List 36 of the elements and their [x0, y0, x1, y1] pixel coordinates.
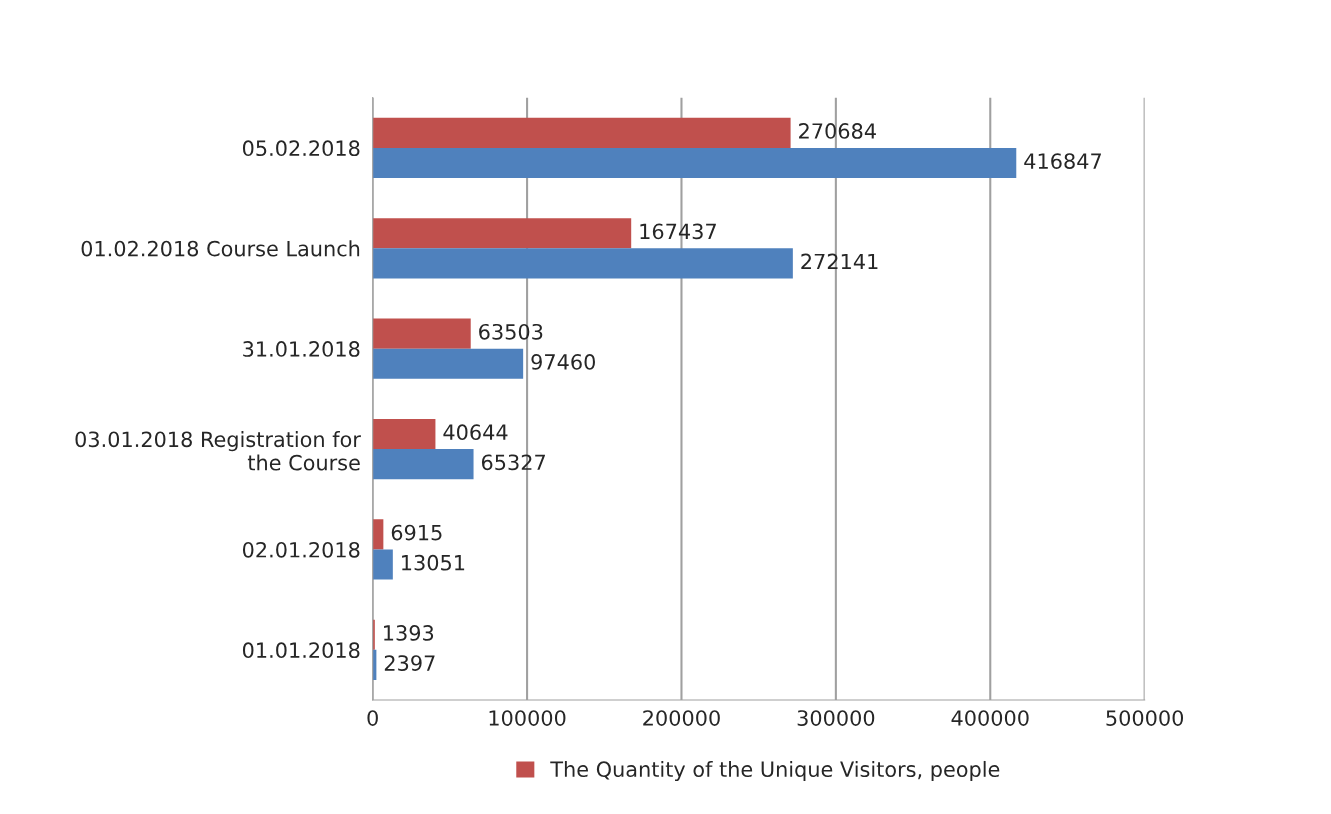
data-label: 97460	[531, 354, 595, 370]
y-tick-label: 01.01.2018	[242, 642, 360, 659]
data-label: 65327	[481, 454, 545, 471]
y-tick-label: 05.02.2018	[242, 140, 360, 157]
data-label: 13051	[402, 554, 465, 571]
x-tick-label: 0	[367, 710, 378, 726]
data-label: 2397	[384, 655, 435, 671]
y-tick-label: 03.01.2018 Registration for the Course	[75, 431, 361, 471]
y-tick-label: 01.02.2018 Course Launch	[81, 240, 360, 257]
x-tick-label: 300000	[797, 710, 875, 726]
bar	[372, 549, 393, 580]
bar	[372, 117, 791, 148]
data-label: 416847	[1024, 153, 1101, 169]
bar	[372, 318, 471, 349]
data-label: 40644	[443, 424, 508, 441]
bar	[372, 348, 524, 379]
bar	[372, 418, 436, 450]
data-label: 63503	[479, 323, 543, 340]
data-label: 167437	[640, 223, 716, 240]
data-label: 272141	[801, 253, 878, 270]
x-tick-label: 200000	[643, 710, 720, 726]
x-tick-label: 500000	[1106, 710, 1184, 726]
bar	[372, 147, 1017, 178]
x-tick-label: 100000	[489, 710, 566, 726]
y-tick-label: 31.01.2018	[243, 341, 360, 357]
bar	[372, 619, 375, 650]
y-tick-label: 02.01.2018	[242, 541, 360, 558]
data-label: 1393	[384, 625, 434, 641]
x-tick-label: 400000	[951, 710, 1029, 726]
bar	[372, 449, 474, 480]
bar	[372, 218, 632, 249]
data-label: 270684	[799, 123, 876, 139]
bar	[372, 519, 384, 550]
bar	[372, 248, 793, 279]
data-label: 6915	[391, 524, 442, 541]
legend-label: The Quantity of the Unique Visitors, people	[550, 760, 1000, 782]
